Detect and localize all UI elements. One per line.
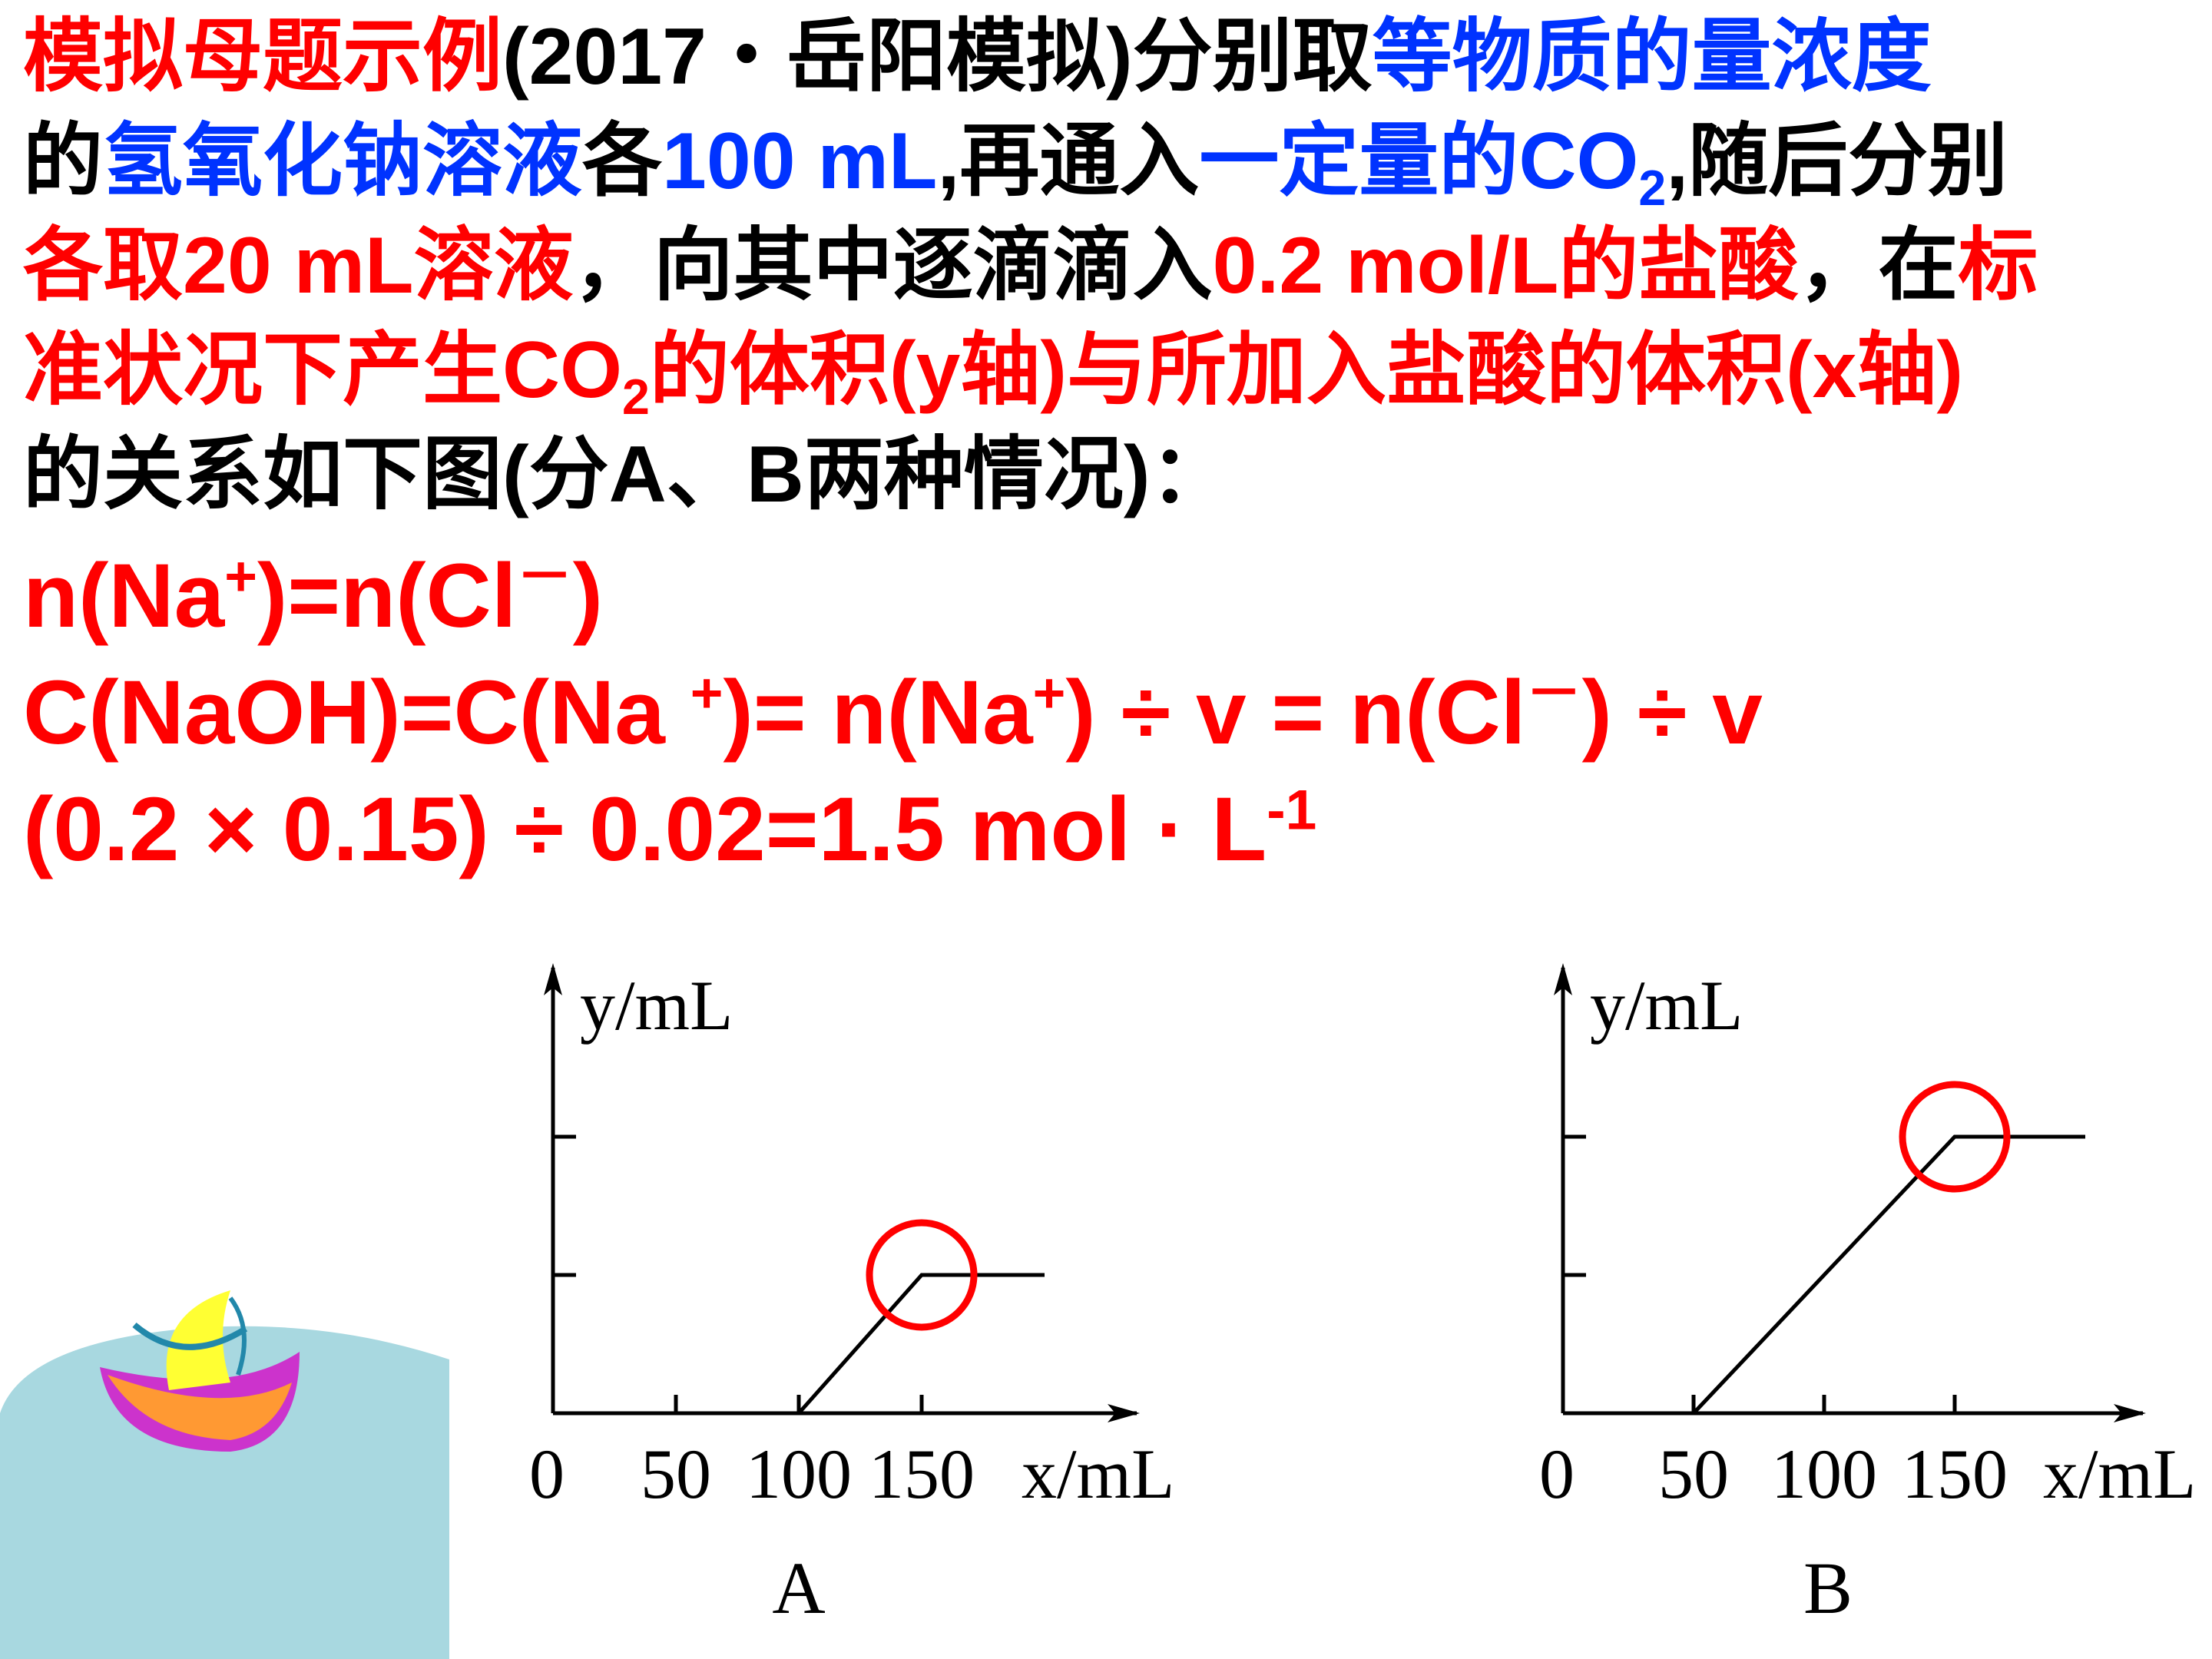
formula-line-1: n(Na+)=n(Cl－) [23, 538, 1763, 654]
problem-text: ，向其中逐滴滴入 [573, 221, 1213, 310]
x-axis-arrow [1108, 1404, 1140, 1422]
problem-line-5: 的关系如下图(分A、B两种情况)： [23, 422, 2204, 527]
solution-formulas: n(Na+)=n(Cl－) C(NaOH)=C(Na +)= n(Na+) ÷ … [23, 538, 1763, 888]
highlight-circle [866, 1219, 978, 1331]
origin-label: 0 [1539, 1435, 1575, 1513]
problem-line-4: 准状况下产生CO2的体积(y轴)与所加入盐酸的体积(x轴) [23, 318, 2204, 422]
formula-text: C(NaOH)=C(Na [23, 662, 690, 763]
swirl-shape [228, 1296, 247, 1376]
problem-text: ,随后分别 [1666, 117, 2008, 206]
x-tick-label: 150 [1902, 1435, 2008, 1513]
problem-highlight-naoh: 氢氧化钠溶液 [103, 117, 583, 206]
chart-caption: A [772, 1547, 825, 1629]
highlight-circle [1899, 1081, 2011, 1193]
series-line [1692, 1134, 2085, 1415]
superscript: -1 [1267, 778, 1317, 842]
x-axis-label: x/mL [1022, 1435, 1174, 1513]
hill-shape [0, 1326, 449, 1659]
x-tick-label: 100 [746, 1435, 852, 1513]
subscript: 2 [622, 369, 650, 425]
problem-source: (2017・岳阳模拟)分别取 [502, 12, 1373, 101]
problem-line-1: 模拟母题示例(2017・岳阳模拟)分别取等物质的量浓度 [23, 5, 2204, 109]
formula-text: )=n(Cl [257, 545, 517, 647]
problem-tag: 模拟母题示例 [23, 12, 503, 101]
problem-highlight-concentration: 等物质的量浓度 [1372, 12, 1932, 101]
formula-line-3: (0.2 × 0.15) ÷ 0.02=1.5 mol · L-1 [23, 771, 1763, 888]
problem-statement: 模拟母题示例(2017・岳阳模拟)分别取等物质的量浓度 的氢氧化钠溶液各100 … [23, 5, 2204, 527]
y-axis-label: y/mL [580, 966, 733, 1045]
subscript: 2 [1638, 160, 1667, 216]
problem-line-2: 的氢氧化钠溶液各100 mL,再通入一定量的CO2,随后分别 [23, 109, 2204, 214]
formula-text: ) ÷ v [1581, 662, 1763, 763]
superscript: + [690, 661, 724, 725]
chart-b: 50 100 150 0 x/mL y/mL B [1539, 963, 2196, 1629]
y-axis-arrow [1554, 963, 1572, 995]
swirl-shape [132, 1322, 248, 1350]
x-axis-arrow [2114, 1404, 2146, 1422]
formula-text: (0.2 × 0.15) ÷ 0.02=1.5 mol · L [23, 779, 1267, 880]
superscript: + [224, 545, 257, 608]
problem-highlight-volume: 100 mL [662, 117, 938, 206]
problem-highlight-hcl: 0.2 mol/L的盐酸 [1212, 221, 1799, 310]
boat-shadow [108, 1375, 292, 1440]
problem-text: ,再通入 [937, 117, 1200, 206]
x-tick-label: 100 [1771, 1435, 1877, 1513]
x-axis-label: x/mL [2043, 1435, 2196, 1513]
chart-a: 50 100 150 0 x/mL y/mL A [529, 963, 1174, 1629]
problem-line-3: 各取20 mL溶液，向其中逐滴滴入0.2 mol/L的盐酸，在标 [23, 214, 2204, 318]
problem-text: 一定量的CO [1199, 117, 1639, 206]
problem-text: 的 [23, 117, 104, 206]
decorative-logo [0, 1290, 449, 1659]
formula-line-2: C(NaOH)=C(Na +)= n(Na+) ÷ v = n(Cl－) ÷ v [23, 654, 1763, 771]
x-tick-label: 50 [641, 1435, 711, 1513]
y-axis-label: y/mL [1590, 966, 1743, 1045]
superscript: + [1032, 661, 1066, 725]
problem-text: 各 [582, 117, 663, 206]
series-line [797, 1273, 1045, 1415]
chart-caption: B [1803, 1547, 1853, 1629]
origin-label: 0 [529, 1435, 565, 1513]
x-tick-label: 50 [1658, 1435, 1729, 1513]
problem-text: 的体积(y轴)与所加入盐酸的体积(x轴) [649, 326, 1964, 415]
problem-highlight-co2: 一定量的CO2 [1199, 117, 1666, 213]
problem-highlight-sample: 各取20 mL溶液 [23, 221, 574, 310]
problem-text: 准状况下产生CO [23, 326, 623, 415]
problem-text: ，在 [1798, 221, 1959, 310]
superscript: － [1525, 661, 1582, 725]
problem-text: 的关系如下图(分A、B两种情况)： [23, 430, 1230, 519]
y-axis-arrow [544, 963, 562, 995]
formula-text: n(Na [23, 545, 225, 647]
problem-text: 标 [1958, 221, 2038, 310]
superscript: － [516, 545, 573, 608]
x-tick-label: 150 [869, 1435, 975, 1513]
flame-shape [166, 1290, 230, 1390]
formula-text: ) [572, 545, 604, 647]
formula-text: ) ÷ v = n(Cl [1065, 662, 1526, 763]
formula-text: )= n(Na [723, 662, 1033, 763]
